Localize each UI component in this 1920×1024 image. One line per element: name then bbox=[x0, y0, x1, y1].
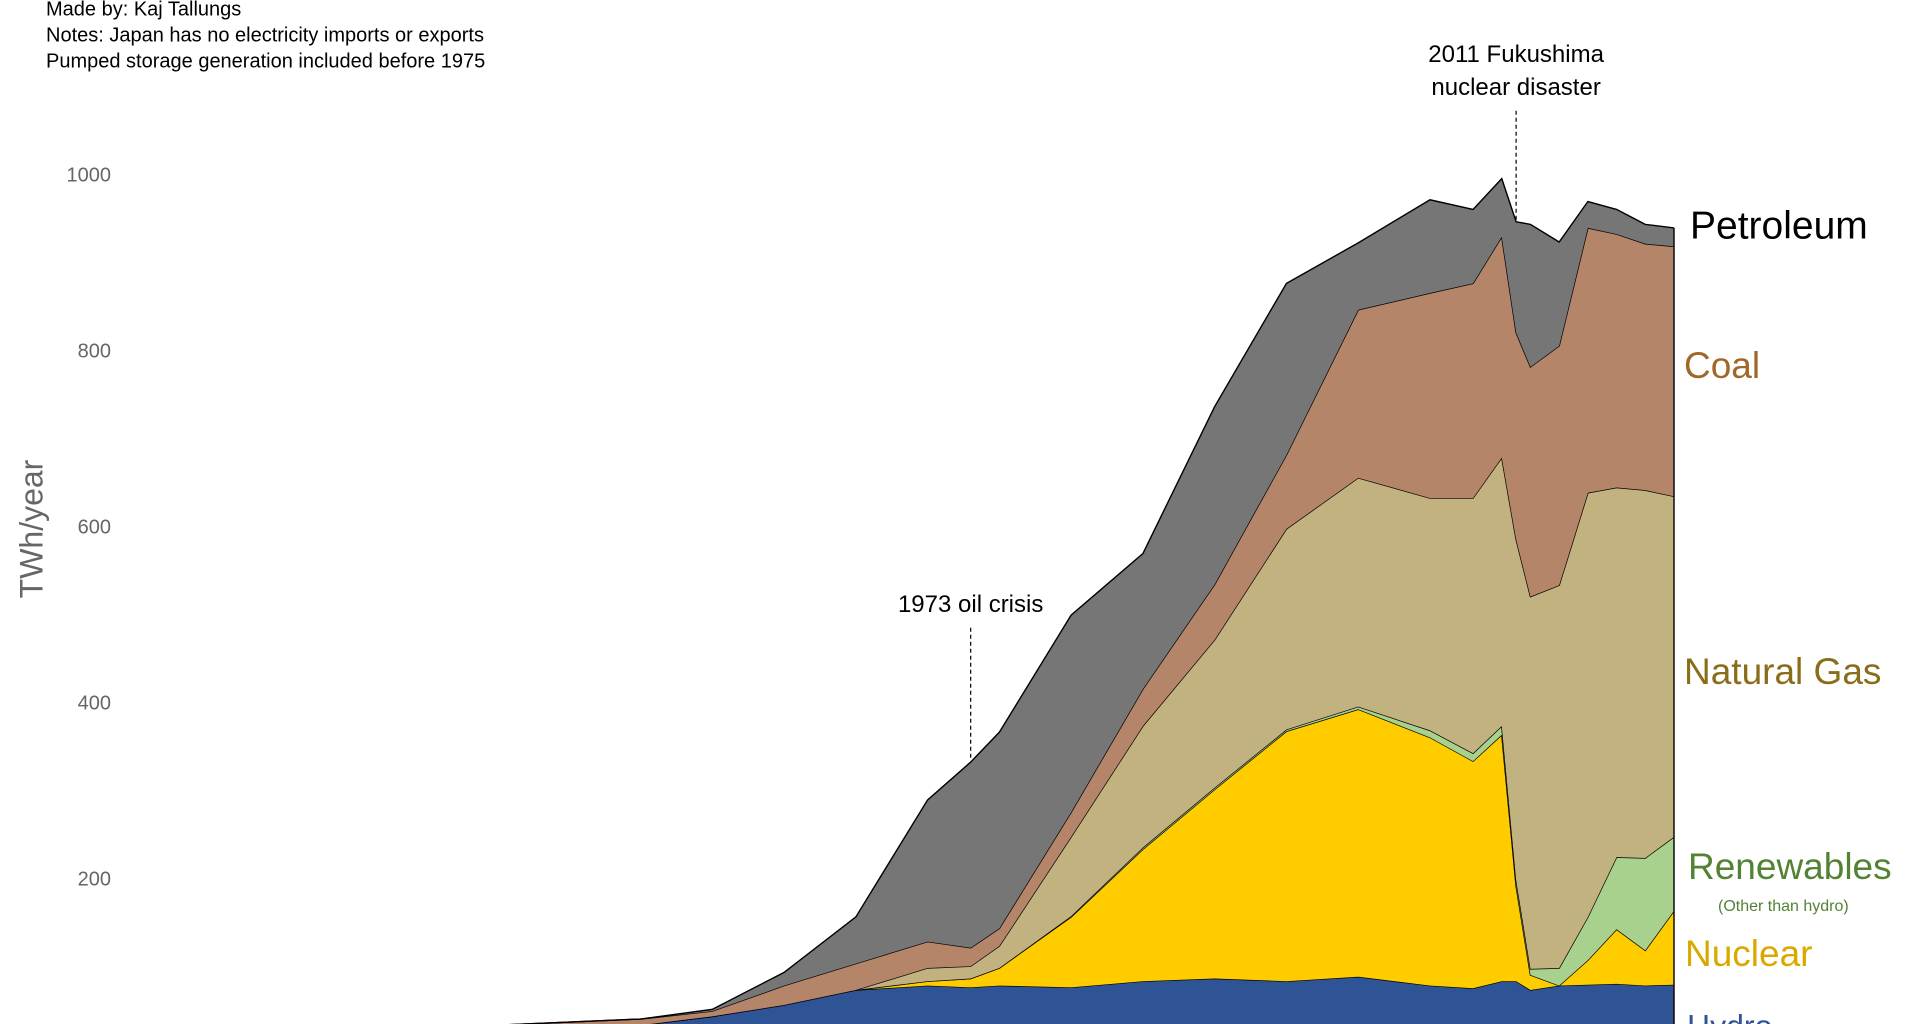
credit-line: Notes: Japan has no electricity imports … bbox=[46, 24, 484, 46]
credit-line: Pumped storage generation included befor… bbox=[46, 50, 485, 72]
area-fill bbox=[524, 178, 1674, 1024]
y-tick-label: 400 bbox=[78, 692, 111, 714]
series-label: Coal bbox=[1684, 345, 1760, 386]
annotation-text: nuclear disaster bbox=[1431, 74, 1600, 101]
series-label: Renewables bbox=[1688, 846, 1892, 887]
area-edge bbox=[508, 177, 1675, 1024]
y-tick-label: 600 bbox=[78, 516, 111, 538]
annotation-text: 1973 oil crisis bbox=[898, 591, 1043, 618]
y-tick-label: 1000 bbox=[67, 164, 112, 186]
y-tick-label: 800 bbox=[78, 340, 111, 362]
y-axis-label: TWh/year bbox=[13, 459, 49, 598]
y-tick-label: 200 bbox=[78, 868, 111, 890]
series-label: Natural Gas bbox=[1684, 651, 1881, 692]
credit-line: Made by: Kaj Tallungs bbox=[46, 0, 241, 20]
series-label: Petroleum bbox=[1690, 204, 1868, 247]
series-note: (Other than hydro) bbox=[1718, 898, 1849, 915]
annotation-text: 2011 Fukushima bbox=[1428, 41, 1604, 68]
area-fill bbox=[650, 457, 1674, 1024]
area-fill bbox=[650, 709, 1674, 1024]
series-label: Hydro bbox=[1687, 1008, 1772, 1024]
series-label: Nuclear bbox=[1685, 933, 1813, 974]
area-fill bbox=[524, 227, 1674, 1024]
area-fill bbox=[650, 976, 1674, 1024]
